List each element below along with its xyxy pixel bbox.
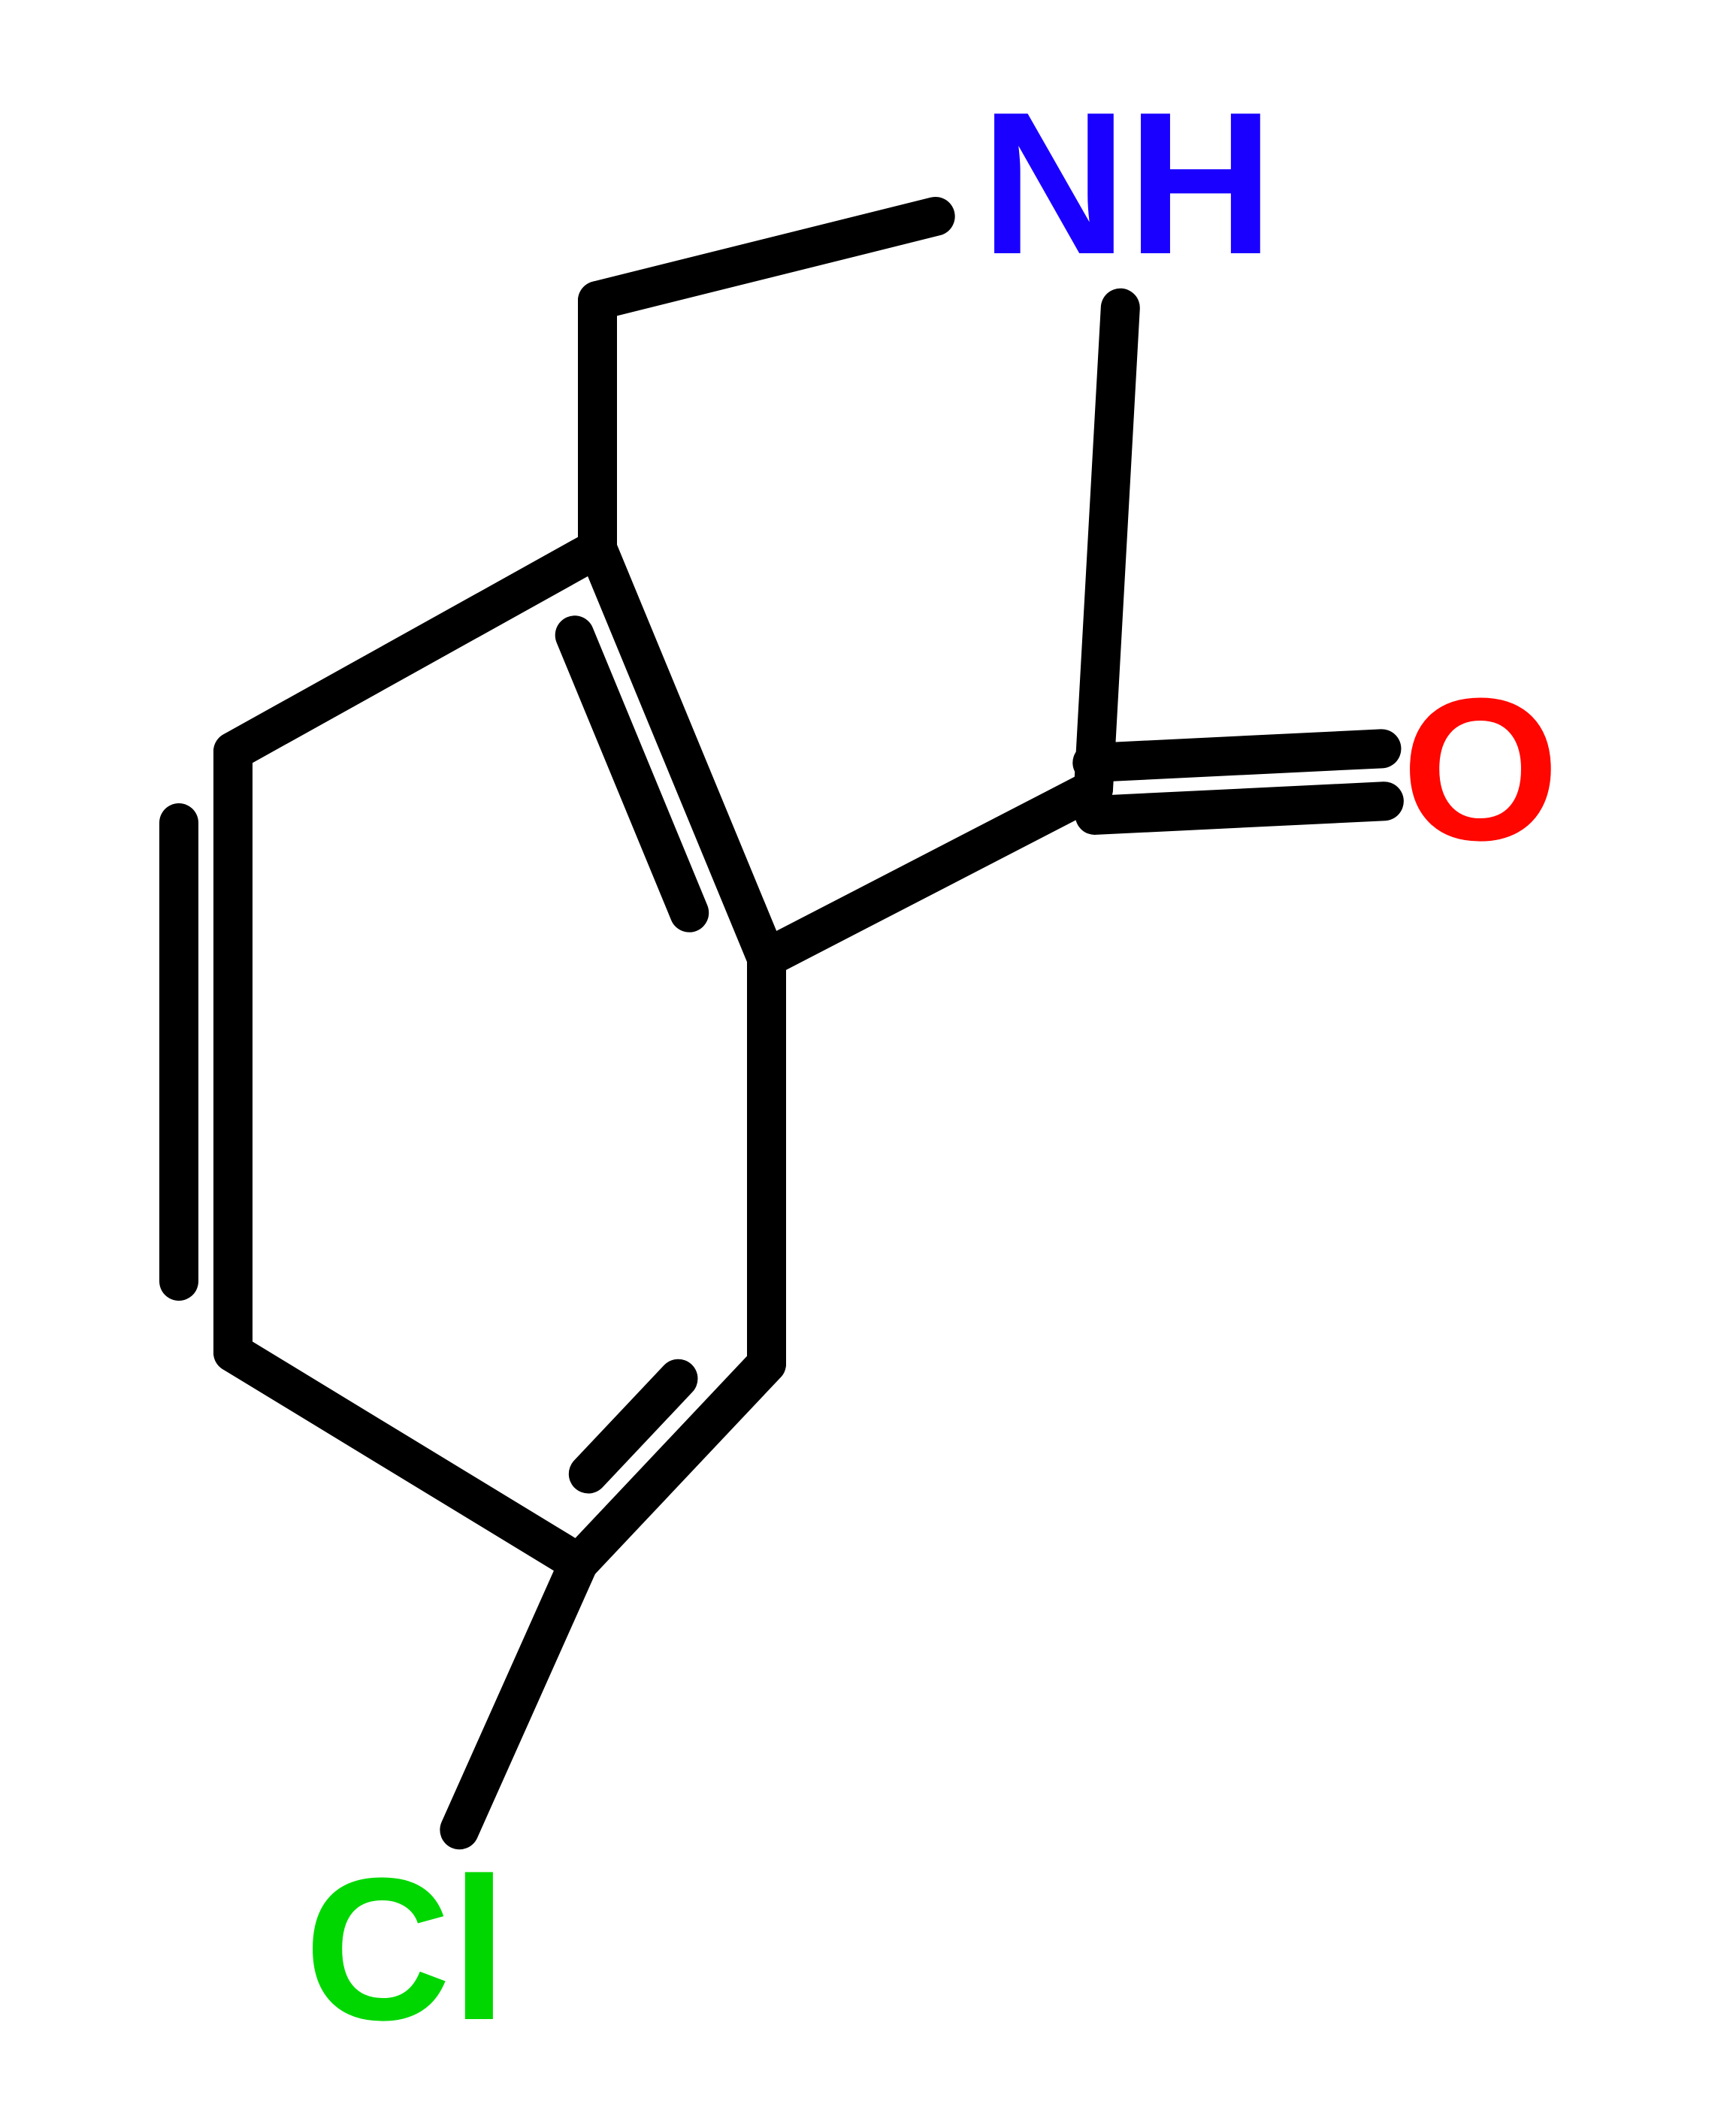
bond-line [1093,308,1121,789]
bond-line [233,549,597,751]
chemical-structure-canvas: NH O Cl [0,0,1736,2104]
bond-line [459,1563,579,1830]
bond-line [233,1353,579,1563]
bond-line [597,216,936,301]
bond-line [767,789,1093,958]
bond-layer [0,0,1736,2104]
atom-label-o: O [1402,654,1559,887]
bond-line [1092,748,1381,763]
bond-line [1095,801,1384,815]
atom-label-cl: Cl [304,1833,507,2066]
atom-label-nh: NH [981,68,1274,301]
